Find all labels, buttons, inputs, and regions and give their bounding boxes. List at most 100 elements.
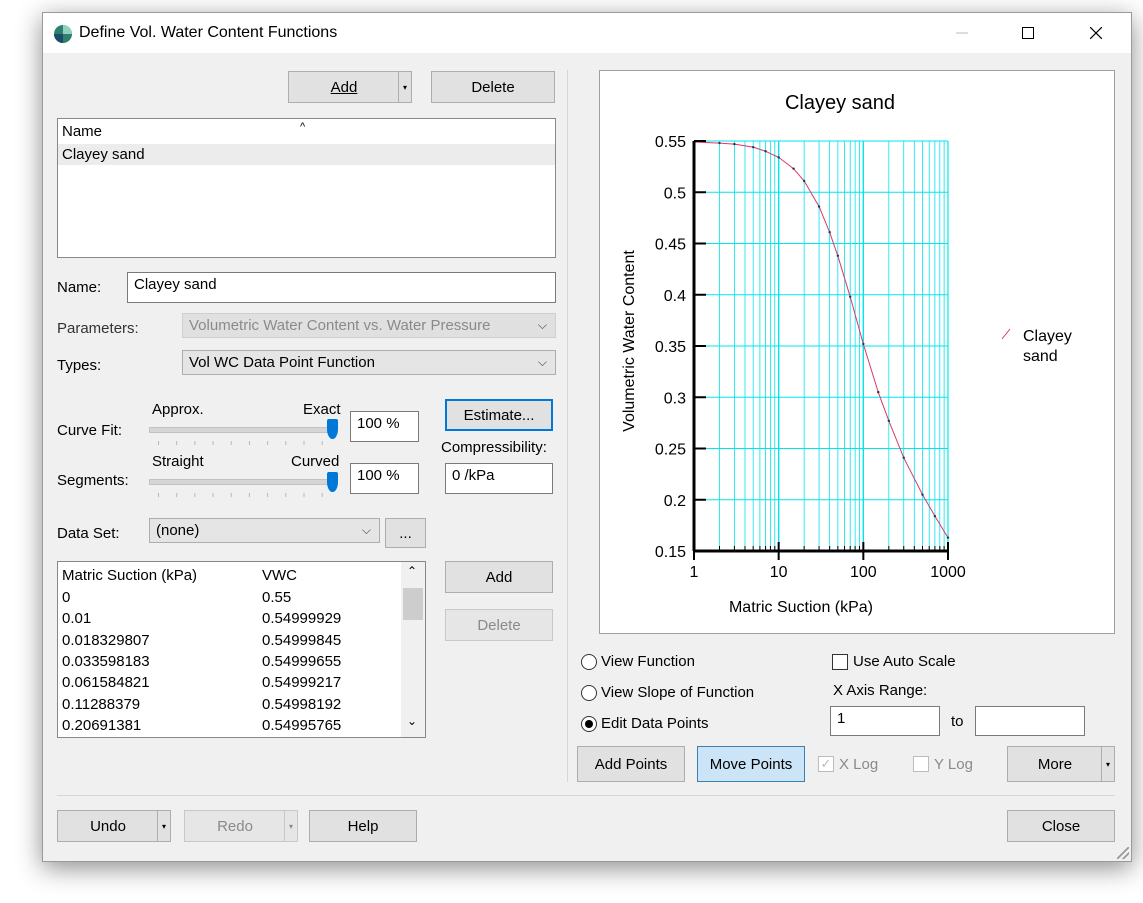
column-header-suction[interactable]: Matric Suction (kPa) bbox=[62, 567, 198, 584]
data-point bbox=[836, 254, 840, 257]
dataset-select[interactable]: (none) ⌵ bbox=[149, 518, 380, 543]
table-header: Matric Suction (kPa) VWC bbox=[62, 567, 425, 588]
view-function-radio[interactable] bbox=[581, 654, 597, 670]
segments-straight-label: Straight bbox=[152, 453, 204, 470]
delete-function-button[interactable]: Delete bbox=[431, 71, 555, 103]
curve-fit-ticks bbox=[158, 441, 333, 445]
add-function-button[interactable]: Add ▾ bbox=[288, 71, 412, 103]
name-field[interactable]: Clayey sand bbox=[127, 272, 556, 303]
window-title: Define Vol. Water Content Functions bbox=[79, 24, 338, 41]
cell-suction: 0.061584821 bbox=[62, 674, 150, 692]
edit-points-radio[interactable] bbox=[581, 716, 597, 732]
segments-slider-thumb[interactable] bbox=[327, 472, 338, 492]
scroll-up-icon[interactable]: ⌃ bbox=[407, 564, 418, 578]
curve-fit-exact-label: Exact bbox=[303, 401, 341, 418]
x-tick-label: 100 bbox=[850, 564, 877, 581]
checkmark-icon: ✓ bbox=[820, 756, 832, 771]
help-button[interactable]: Help bbox=[309, 810, 417, 842]
x-log-checkbox[interactable]: ✓ bbox=[818, 756, 834, 772]
name-column-header[interactable]: Name bbox=[62, 123, 103, 140]
redo-button[interactable]: Redo ▾ bbox=[184, 810, 298, 842]
x-range-from-field[interactable]: 1 bbox=[830, 706, 940, 736]
data-point bbox=[751, 145, 755, 149]
undo-button[interactable]: Undo ▾ bbox=[57, 810, 171, 842]
y-tick-label: 0.3 bbox=[664, 390, 686, 407]
chevron-down-icon: ⌵ bbox=[361, 523, 371, 537]
parameters-value: Volumetric Water Content vs. Water Press… bbox=[189, 317, 491, 334]
chart-panel: Clayey sand 0.15 0.2 0.25 0.3 0.35 0.4 0.45 0.5… bbox=[599, 70, 1115, 634]
x-tick-label: 1000 bbox=[930, 564, 966, 581]
more-button[interactable]: More ▾ bbox=[1007, 746, 1115, 782]
title-bar: Define Vol. Water Content Functions bbox=[43, 13, 1131, 53]
minimize-button[interactable] bbox=[939, 13, 985, 53]
x-axis-label: Matric Suction (kPa) bbox=[729, 599, 873, 616]
y-axis-label: Volumetric Water Content bbox=[621, 250, 638, 432]
table-row[interactable]: 0.01 0.54999929 bbox=[62, 610, 425, 631]
types-select[interactable]: Vol WC Data Point Function ⌵ bbox=[182, 350, 556, 375]
add-points-button[interactable]: Add Points bbox=[577, 746, 685, 782]
add-point-row-button[interactable]: Add bbox=[445, 561, 553, 593]
y-log-checkbox[interactable] bbox=[913, 756, 929, 772]
table-row[interactable]: 0.11288379 0.54998192 bbox=[62, 696, 425, 717]
view-slope-label[interactable]: View Slope of Function bbox=[601, 684, 755, 701]
parameters-select[interactable]: Volumetric Water Content vs. Water Press… bbox=[182, 313, 556, 338]
series-line bbox=[693, 141, 949, 538]
x-range-to-field[interactable] bbox=[975, 706, 1085, 736]
view-function-label[interactable]: View Function bbox=[601, 653, 695, 670]
y-tick-label: 0.45 bbox=[655, 237, 686, 254]
segments-value-field[interactable]: 100 % bbox=[350, 463, 419, 494]
table-row[interactable]: 0.20691381 0.54995765 bbox=[62, 717, 425, 737]
curve-fit-label: Curve Fit: bbox=[57, 422, 123, 439]
segments-slider[interactable] bbox=[149, 479, 337, 485]
compressibility-field[interactable]: 0 /kPa bbox=[445, 463, 553, 494]
table-row[interactable]: 0.061584821 0.54999217 bbox=[62, 674, 425, 695]
curve-fit-slider[interactable] bbox=[149, 427, 337, 433]
redo-dropdown-arrow-icon[interactable]: ▾ bbox=[284, 811, 297, 841]
dataset-more-button[interactable]: ... bbox=[385, 518, 426, 548]
table-row[interactable]: 0.018329807 0.54999845 bbox=[62, 632, 425, 653]
scroll-down-icon[interactable]: ⌄ bbox=[407, 714, 418, 728]
legend-label: Clayey sand bbox=[1023, 328, 1076, 365]
table-row[interactable]: 0.033598183 0.54999655 bbox=[62, 653, 425, 674]
auto-scale-label[interactable]: Use Auto Scale bbox=[853, 653, 956, 670]
more-dropdown-arrow-icon[interactable]: ▾ bbox=[1101, 747, 1114, 781]
segments-ticks bbox=[158, 493, 333, 497]
scrollbar-thumb[interactable] bbox=[403, 588, 423, 620]
view-slope-radio[interactable] bbox=[581, 685, 597, 701]
x-range-label: X Axis Range: bbox=[833, 682, 928, 699]
vwc-chart[interactable]: Clayey sand 0.15 0.2 0.25 0.3 0.35 0.4 0.45 0.5… bbox=[600, 71, 1114, 633]
column-header-vwc[interactable]: VWC bbox=[262, 567, 297, 584]
cell-vwc: 0.54999929 bbox=[262, 610, 342, 628]
cell-vwc: 0.55 bbox=[262, 589, 292, 606]
legend-swatch bbox=[1001, 328, 1011, 340]
segments-curved-label: Curved bbox=[291, 453, 340, 470]
table-scrollbar[interactable]: ⌃ ⌄ bbox=[401, 562, 425, 737]
cell-suction: 0.033598183 bbox=[62, 652, 150, 670]
table-row[interactable]: 0 0.55 bbox=[62, 589, 425, 610]
y-log-label[interactable]: Y Log bbox=[934, 756, 973, 773]
curve-fit-slider-thumb[interactable] bbox=[327, 419, 338, 439]
maximize-button[interactable] bbox=[1005, 13, 1051, 53]
dataset-value: (none) bbox=[156, 522, 200, 539]
auto-scale-checkbox[interactable] bbox=[832, 654, 848, 670]
x-log-label[interactable]: X Log bbox=[839, 756, 879, 773]
y-tick-label: 0.25 bbox=[655, 442, 686, 459]
estimate-button[interactable]: Estimate... bbox=[445, 399, 553, 431]
close-button[interactable]: Close bbox=[1007, 810, 1115, 842]
data-point bbox=[933, 514, 937, 518]
data-point bbox=[862, 342, 865, 346]
name-label: Name: bbox=[57, 279, 102, 296]
delete-point-row-button[interactable]: Delete bbox=[445, 609, 553, 641]
undo-dropdown-arrow-icon[interactable]: ▾ bbox=[157, 811, 170, 841]
chart-axes bbox=[692, 140, 949, 560]
app-icon bbox=[54, 25, 72, 43]
function-list-item[interactable]: Clayey sand bbox=[58, 144, 555, 165]
close-window-button[interactable] bbox=[1073, 13, 1119, 53]
minimize-icon bbox=[956, 32, 968, 34]
curve-fit-value-field[interactable]: 100 % bbox=[350, 411, 419, 442]
resize-grip-icon[interactable] bbox=[1117, 847, 1129, 859]
edit-points-label[interactable]: Edit Data Points bbox=[601, 715, 709, 732]
move-points-button[interactable]: Move Points bbox=[697, 746, 805, 782]
add-dropdown-arrow-icon[interactable]: ▾ bbox=[398, 72, 411, 102]
data-point bbox=[792, 167, 795, 170]
